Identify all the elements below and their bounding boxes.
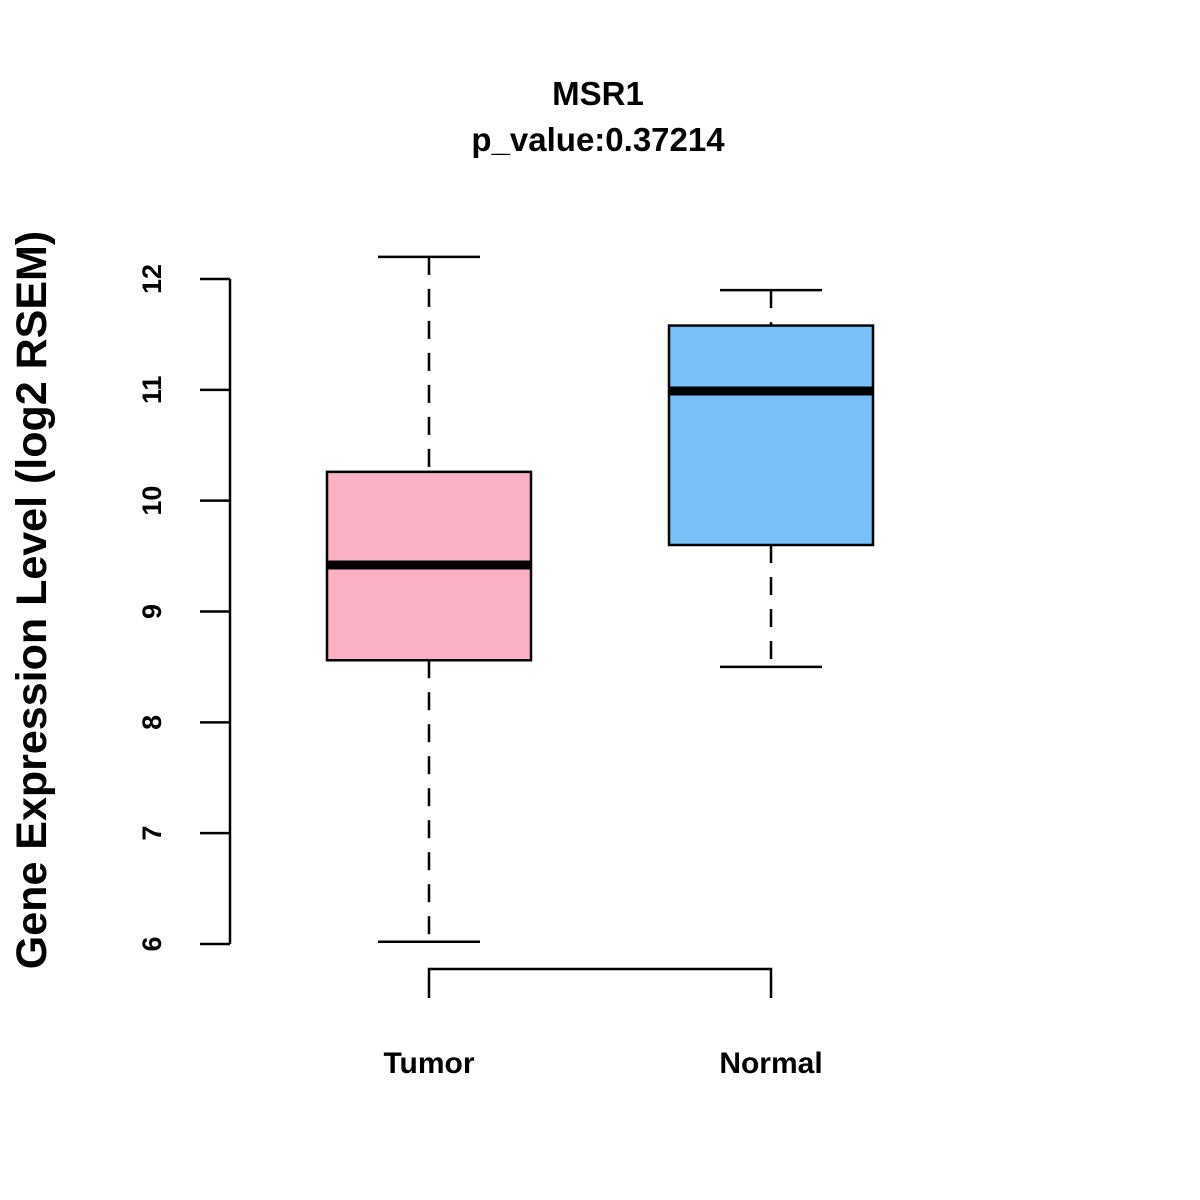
y-tick-label: 10 bbox=[137, 486, 167, 516]
y-tick-label: 11 bbox=[137, 376, 167, 405]
chart-subtitle: p_value:0.37214 bbox=[471, 121, 725, 158]
x-category-label: Tumor bbox=[383, 1047, 474, 1080]
x-axis-labels: Tumor Normal bbox=[383, 1047, 822, 1080]
comparison-bracket bbox=[427, 967, 773, 998]
y-tick-label: 12 bbox=[137, 264, 167, 294]
y-tick-label: 8 bbox=[137, 715, 167, 730]
y-tick-label: 6 bbox=[137, 936, 167, 951]
iqr-box bbox=[667, 324, 875, 547]
chart-title: MSR1 bbox=[552, 75, 644, 112]
y-tick-label: 9 bbox=[137, 604, 167, 619]
x-category-label: Normal bbox=[719, 1047, 822, 1080]
box-tumor bbox=[325, 255, 533, 944]
bracket-line bbox=[427, 967, 773, 998]
boxes-group bbox=[325, 255, 875, 944]
y-axis: 6 7 8 9 10 11 12 bbox=[137, 264, 232, 952]
y-axis-label: Gene Expression Level (log2 RSEM) bbox=[8, 231, 56, 969]
y-tick-label: 7 bbox=[137, 826, 167, 841]
box-normal bbox=[667, 288, 875, 669]
